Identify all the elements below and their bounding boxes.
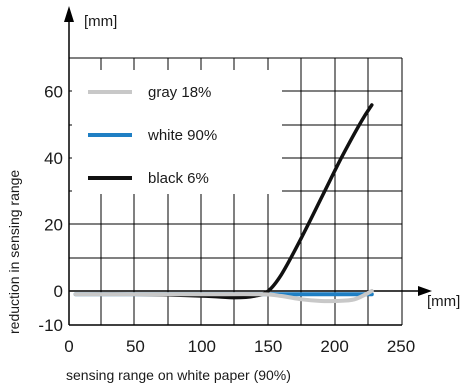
x-unit-label: [mm] [427, 293, 460, 310]
y-tick-label: 40 [44, 149, 63, 168]
x-tick-label: 150 [254, 337, 282, 356]
y-tick-label: -10 [38, 316, 63, 335]
x-tick-label: 100 [188, 337, 216, 356]
x-tick-label: 50 [126, 337, 145, 356]
x-axis-label: sensing range on white paper (90%) [66, 367, 291, 383]
x-tick-label: 250 [387, 337, 415, 356]
y-tick-label: 20 [44, 216, 63, 235]
y-axis-label: reduction in sensing range [6, 170, 22, 334]
legend-label: black 6% [148, 170, 209, 187]
y-tick-label: 0 [54, 282, 63, 301]
series-lines [73, 103, 374, 304]
y-unit-label: [mm] [84, 13, 117, 30]
legend: gray 18% white 90% black 6% [72, 70, 282, 194]
x-tick-label: 0 [64, 337, 73, 356]
x-tick-label: 200 [320, 337, 348, 356]
y-axis-arrow [64, 6, 74, 22]
y-tick-label: 60 [44, 83, 63, 102]
axes [64, 6, 432, 326]
legend-label: gray 18% [148, 84, 211, 101]
series-line-gray [73, 289, 374, 304]
x-axis-arrow [418, 286, 432, 296]
legend-label: white 90% [147, 127, 217, 144]
